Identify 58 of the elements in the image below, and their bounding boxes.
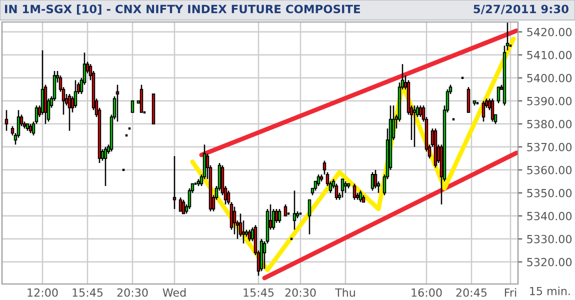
candlestick <box>308 199 312 235</box>
y-tick-label: 5360.00 <box>527 166 572 174</box>
y-tick-label: 5400.00 <box>527 74 572 82</box>
x-tick-label: 16:00 <box>412 288 442 297</box>
x-tick-label: Fri <box>504 288 516 297</box>
candlestick <box>374 169 378 189</box>
candlestick <box>358 190 362 203</box>
candlestick <box>316 174 320 187</box>
x-tick-label: 20:45 <box>456 288 487 297</box>
y-tick-label: 5350.00 <box>527 188 572 198</box>
candlestick <box>292 190 296 230</box>
candlestick <box>482 100 486 122</box>
y-tick-label: 5330.00 <box>527 234 572 244</box>
candlestick <box>232 206 236 235</box>
candlestick <box>466 86 470 114</box>
candlestick <box>496 86 500 104</box>
y-tick-label: 5380.00 <box>527 120 572 128</box>
candlestick <box>344 180 348 194</box>
candlestick <box>490 98 494 122</box>
candlestick <box>4 109 8 132</box>
candlestick <box>242 220 246 244</box>
x-tick-label: 20:30 <box>117 288 148 297</box>
candlestick <box>418 104 422 118</box>
candlestick <box>172 155 176 210</box>
candlestick <box>74 80 78 108</box>
candlestick <box>40 50 44 116</box>
candlestick <box>140 84 144 114</box>
y-tick-label: 5370.00 <box>527 142 572 152</box>
candlestick <box>130 100 134 113</box>
chart-title: IN 1M-SGX [10] - CNX NIFTY INDEX FUTURE COMPOSITE <box>5 4 360 15</box>
candlestick <box>182 199 186 214</box>
x-axis-title: 15 min. <box>530 286 570 296</box>
x-tick-label: 12:00 <box>28 288 58 297</box>
y-tick-label: 5390.00 <box>527 96 572 106</box>
candlestick <box>334 183 338 200</box>
x-tick-label: 20:30 <box>285 288 316 297</box>
x-tick-label: 15:45 <box>244 288 274 297</box>
candlestick <box>68 93 72 132</box>
y-tick-label: 5340.00 <box>527 212 572 220</box>
candlestick <box>28 123 32 134</box>
candlestick <box>352 183 356 200</box>
candlestick <box>178 196 182 212</box>
x-tick-label: 15:45 <box>72 288 103 297</box>
y-tick-label: 5320.00 <box>527 258 572 266</box>
candlestick <box>284 204 288 217</box>
x-tick-label: Thu <box>335 288 355 297</box>
candlestick <box>104 146 108 187</box>
candlestick <box>370 172 374 192</box>
candlestick <box>116 84 120 122</box>
y-tick-label: 5410.00 <box>527 50 572 60</box>
candlestick <box>248 229 252 242</box>
chart-subtitle: 5/27/2011 9:30 <box>474 4 568 14</box>
y-tick-label: 5420.00 <box>527 28 572 36</box>
candlestick <box>340 178 344 198</box>
candlestick <box>272 208 276 230</box>
candlestick <box>412 104 416 148</box>
x-tick-label: Wed <box>162 288 186 297</box>
candlestick <box>278 208 282 224</box>
